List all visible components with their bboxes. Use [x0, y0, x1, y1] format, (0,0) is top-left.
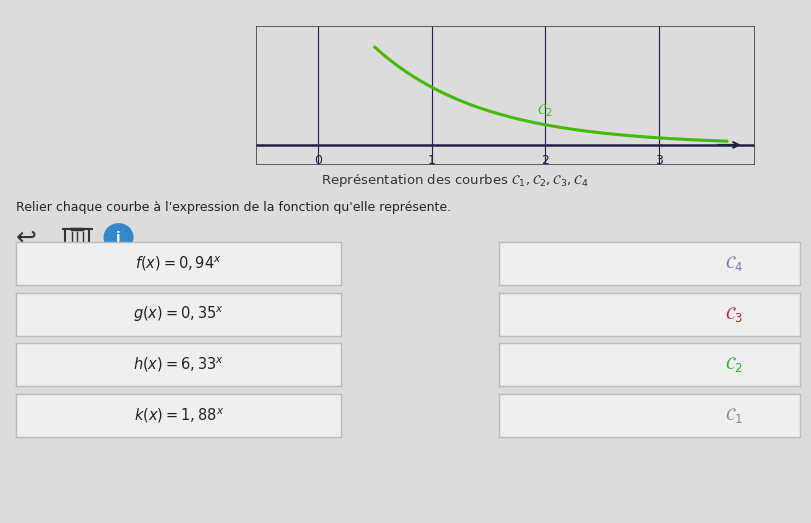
Text: 0: 0	[314, 154, 322, 167]
Text: Relier chaque courbe à l'expression de la fonction qu'elle représente.: Relier chaque courbe à l'expression de l…	[16, 201, 451, 214]
Text: $\mathcal{C}_3$: $\mathcal{C}_3$	[723, 305, 742, 324]
Text: $g(x) = 0,35^x$: $g(x) = 0,35^x$	[133, 304, 224, 324]
Text: i: i	[116, 231, 121, 245]
Text: $\mathcal{C}_2$: $\mathcal{C}_2$	[537, 103, 551, 119]
Text: $f(x) = 0,94^x$: $f(x) = 0,94^x$	[135, 254, 222, 273]
Text: 2: 2	[541, 154, 548, 167]
Circle shape	[104, 224, 133, 251]
Text: $\mathcal{C}_2$: $\mathcal{C}_2$	[724, 355, 742, 374]
Text: 3: 3	[654, 154, 662, 167]
Text: $\mathcal{C}_1$: $\mathcal{C}_1$	[724, 406, 742, 425]
Text: $h(x) = 6,33^x$: $h(x) = 6,33^x$	[133, 355, 224, 374]
Text: Représentation des courbes $\mathcal{C}_1, \mathcal{C}_2, \mathcal{C}_3, \mathca: Représentation des courbes $\mathcal{C}_…	[320, 172, 588, 189]
Text: $k(x) = 1,88^x$: $k(x) = 1,88^x$	[133, 406, 224, 425]
Text: $\mathcal{C}_4$: $\mathcal{C}_4$	[723, 254, 742, 273]
Text: ↩: ↩	[16, 226, 37, 250]
Text: 1: 1	[427, 154, 435, 167]
